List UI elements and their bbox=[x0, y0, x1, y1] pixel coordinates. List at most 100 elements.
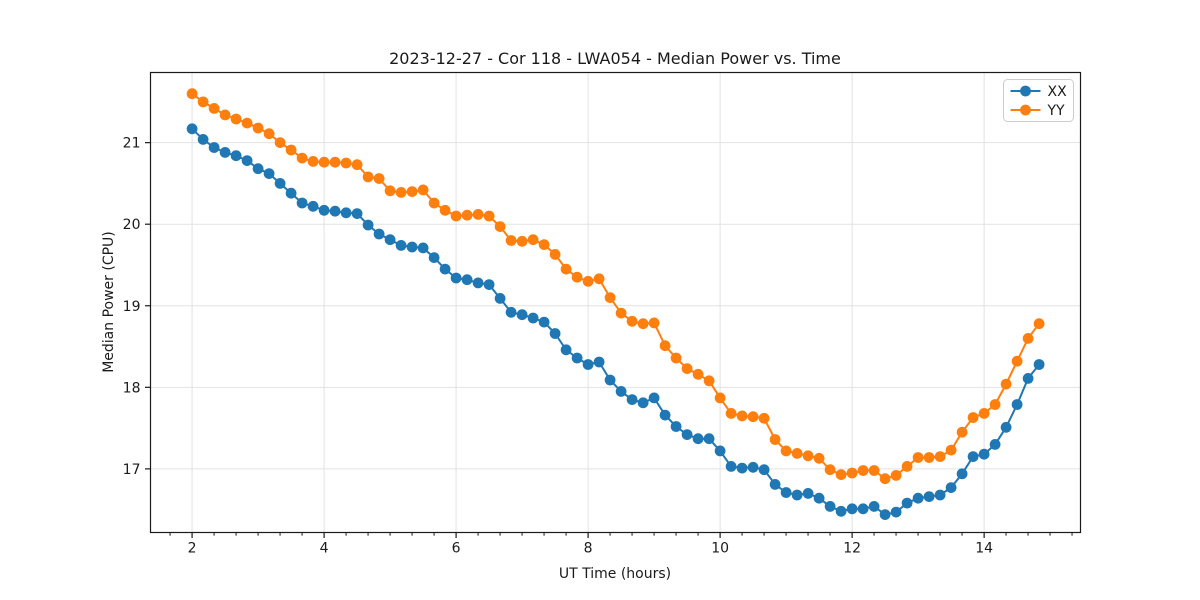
data-point bbox=[956, 468, 968, 480]
data-point bbox=[989, 399, 1001, 410]
data-point bbox=[252, 163, 264, 175]
data-point bbox=[538, 239, 550, 251]
data-point bbox=[824, 501, 836, 512]
data-point bbox=[516, 235, 528, 247]
data-point bbox=[802, 450, 814, 462]
data-point bbox=[802, 488, 814, 499]
data-point bbox=[934, 489, 946, 501]
data-point bbox=[351, 159, 363, 171]
data-point bbox=[263, 128, 275, 140]
data-point bbox=[978, 448, 990, 460]
data-point bbox=[604, 292, 616, 303]
data-point bbox=[593, 273, 605, 285]
data-point bbox=[824, 464, 836, 476]
data-point bbox=[1000, 378, 1012, 390]
data-point bbox=[494, 221, 506, 233]
y-tick-label: 18 bbox=[123, 380, 141, 396]
x-tick-label: 12 bbox=[843, 541, 861, 557]
data-point bbox=[1033, 359, 1045, 370]
data-point bbox=[450, 210, 462, 222]
data-point bbox=[1011, 399, 1023, 410]
series-YY-markers bbox=[186, 88, 1045, 485]
data-point bbox=[285, 144, 297, 156]
data-point bbox=[791, 448, 803, 459]
data-point bbox=[219, 109, 231, 121]
data-point bbox=[296, 152, 308, 164]
data-point bbox=[989, 439, 1001, 450]
data-point bbox=[582, 359, 594, 370]
data-point bbox=[868, 501, 880, 512]
data-point bbox=[758, 464, 770, 476]
data-point bbox=[934, 451, 946, 462]
data-point bbox=[978, 408, 990, 419]
data-point bbox=[329, 205, 341, 217]
data-point bbox=[560, 263, 572, 275]
x-tick-label: 14 bbox=[975, 541, 993, 557]
data-point bbox=[274, 178, 286, 189]
data-point bbox=[692, 368, 704, 380]
legend-sample-marker bbox=[1020, 104, 1031, 116]
data-point bbox=[1022, 373, 1034, 384]
data-point bbox=[241, 117, 253, 129]
data-point bbox=[945, 482, 957, 493]
data-point bbox=[461, 274, 473, 286]
data-point bbox=[912, 452, 924, 463]
data-point bbox=[472, 277, 484, 289]
data-point bbox=[472, 209, 484, 220]
x-tick-label: 8 bbox=[584, 541, 593, 557]
data-point bbox=[615, 386, 627, 397]
data-point bbox=[450, 272, 462, 284]
data-point bbox=[219, 147, 231, 158]
data-point bbox=[813, 452, 825, 464]
data-point bbox=[956, 426, 968, 438]
data-point bbox=[538, 316, 550, 328]
data-point bbox=[758, 412, 770, 424]
data-point bbox=[571, 271, 583, 283]
data-point bbox=[549, 328, 561, 339]
data-point bbox=[285, 187, 297, 199]
data-point bbox=[208, 103, 220, 114]
series-XX-markers bbox=[186, 123, 1045, 520]
data-point bbox=[373, 173, 385, 184]
data-point bbox=[230, 113, 242, 125]
data-point bbox=[461, 209, 473, 221]
data-point bbox=[626, 315, 638, 327]
data-point bbox=[1000, 421, 1012, 433]
data-point bbox=[659, 340, 671, 352]
data-point bbox=[549, 249, 561, 260]
series-YY-line bbox=[191, 92, 1040, 480]
data-point bbox=[505, 306, 517, 318]
data-point bbox=[417, 184, 429, 196]
data-point bbox=[1022, 333, 1034, 344]
data-point bbox=[593, 356, 605, 368]
data-point bbox=[835, 505, 847, 517]
data-point bbox=[428, 197, 440, 209]
x-tick-label: 2 bbox=[188, 541, 197, 557]
data-point bbox=[230, 150, 242, 162]
data-point bbox=[274, 137, 286, 149]
data-point bbox=[527, 234, 539, 246]
data-point bbox=[560, 344, 572, 356]
data-point bbox=[945, 444, 957, 456]
data-point bbox=[681, 363, 693, 374]
data-point bbox=[736, 410, 748, 422]
data-point bbox=[307, 200, 319, 212]
data-point bbox=[901, 497, 913, 509]
data-point bbox=[780, 487, 792, 498]
data-point bbox=[318, 204, 330, 216]
data-point bbox=[483, 210, 495, 222]
x-tick-label: 4 bbox=[320, 541, 329, 557]
data-point bbox=[879, 473, 891, 485]
data-point bbox=[780, 445, 792, 457]
data-point bbox=[912, 492, 924, 504]
data-point bbox=[351, 208, 363, 220]
data-point bbox=[670, 421, 682, 432]
data-point bbox=[714, 445, 726, 457]
data-point bbox=[637, 318, 649, 330]
data-point bbox=[857, 465, 869, 476]
data-point bbox=[582, 275, 594, 287]
grid-layer bbox=[150, 72, 1081, 533]
data-point bbox=[296, 197, 308, 209]
